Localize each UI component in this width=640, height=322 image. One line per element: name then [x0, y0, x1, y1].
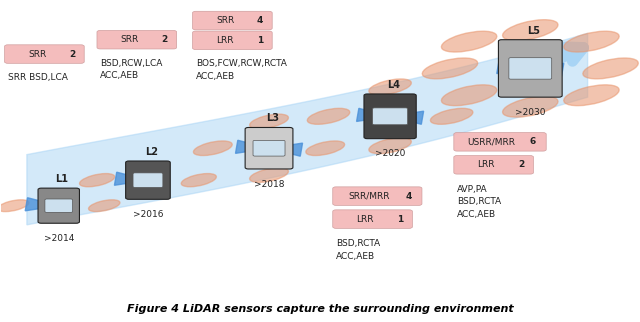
FancyBboxPatch shape	[193, 11, 272, 30]
Polygon shape	[531, 63, 564, 76]
FancyBboxPatch shape	[499, 40, 562, 97]
Ellipse shape	[250, 114, 289, 129]
Ellipse shape	[422, 58, 477, 79]
FancyBboxPatch shape	[97, 31, 177, 49]
Text: L3: L3	[266, 113, 278, 123]
Polygon shape	[390, 111, 424, 124]
FancyBboxPatch shape	[333, 187, 422, 205]
Text: BSD,RCW,LCA
ACC,AEB: BSD,RCW,LCA ACC,AEB	[100, 59, 163, 80]
Ellipse shape	[369, 79, 412, 95]
Text: 1: 1	[397, 214, 404, 223]
FancyBboxPatch shape	[125, 161, 170, 199]
Text: L1: L1	[56, 174, 68, 184]
Text: BSD,RCTA
ACC,AEB: BSD,RCTA ACC,AEB	[336, 239, 380, 261]
Text: SRR: SRR	[120, 35, 139, 44]
Text: LRR: LRR	[477, 160, 495, 169]
Text: BOS,FCW,RCW,RCTA
ACC,AEB: BOS,FCW,RCW,RCTA ACC,AEB	[196, 60, 287, 81]
Text: Figure 4 LiDAR sensors capture the surrounding environment: Figure 4 LiDAR sensors capture the surro…	[127, 304, 513, 314]
Ellipse shape	[88, 200, 120, 212]
FancyBboxPatch shape	[193, 31, 272, 50]
FancyBboxPatch shape	[333, 210, 412, 228]
FancyBboxPatch shape	[45, 199, 72, 213]
Text: >2018: >2018	[254, 179, 284, 188]
Text: 4: 4	[257, 16, 264, 25]
Text: >2016: >2016	[132, 210, 163, 219]
Ellipse shape	[442, 85, 497, 106]
Text: LRR: LRR	[216, 36, 234, 45]
Text: >2020: >2020	[375, 149, 405, 158]
Text: >2014: >2014	[44, 234, 74, 243]
FancyBboxPatch shape	[253, 140, 285, 156]
Text: SRR: SRR	[28, 50, 46, 59]
Ellipse shape	[502, 20, 558, 41]
Text: 2: 2	[161, 35, 168, 44]
Text: LRR: LRR	[356, 214, 374, 223]
Text: >2030: >2030	[515, 108, 545, 117]
Text: L5: L5	[527, 25, 540, 35]
Text: 2: 2	[518, 160, 525, 169]
Text: L4: L4	[387, 80, 400, 90]
Ellipse shape	[306, 141, 344, 156]
Text: 2: 2	[69, 50, 76, 59]
Polygon shape	[27, 33, 588, 225]
Ellipse shape	[250, 168, 289, 182]
FancyBboxPatch shape	[133, 173, 163, 187]
Text: SRR: SRR	[216, 16, 234, 25]
Text: AVP,PA
BSD,RCTA
ACC,AEB: AVP,PA BSD,RCTA ACC,AEB	[457, 185, 501, 219]
FancyBboxPatch shape	[454, 133, 546, 151]
FancyBboxPatch shape	[372, 108, 408, 125]
FancyBboxPatch shape	[364, 94, 416, 139]
FancyBboxPatch shape	[38, 188, 79, 223]
Ellipse shape	[502, 96, 558, 117]
Text: SRR/MRR: SRR/MRR	[348, 192, 390, 201]
FancyBboxPatch shape	[245, 128, 293, 169]
Ellipse shape	[181, 174, 216, 187]
Ellipse shape	[564, 85, 619, 106]
Text: 4: 4	[406, 192, 412, 201]
FancyBboxPatch shape	[454, 156, 534, 174]
Ellipse shape	[431, 108, 473, 124]
Polygon shape	[356, 108, 390, 121]
Text: 1: 1	[257, 36, 263, 45]
FancyBboxPatch shape	[4, 45, 84, 63]
Ellipse shape	[564, 31, 619, 52]
Polygon shape	[115, 172, 148, 185]
FancyBboxPatch shape	[509, 58, 552, 79]
Polygon shape	[269, 143, 303, 156]
Polygon shape	[236, 140, 269, 153]
Ellipse shape	[0, 200, 29, 212]
Text: SRR BSD,LCA: SRR BSD,LCA	[8, 73, 68, 82]
Ellipse shape	[583, 58, 638, 79]
Ellipse shape	[307, 108, 350, 124]
Ellipse shape	[369, 138, 412, 154]
Text: 6: 6	[529, 137, 536, 146]
Ellipse shape	[193, 141, 232, 156]
Ellipse shape	[442, 31, 497, 52]
Polygon shape	[497, 61, 531, 73]
Polygon shape	[25, 198, 59, 211]
Text: L2: L2	[145, 147, 157, 157]
Ellipse shape	[79, 174, 115, 187]
Text: USRR/MRR: USRR/MRR	[467, 137, 515, 146]
